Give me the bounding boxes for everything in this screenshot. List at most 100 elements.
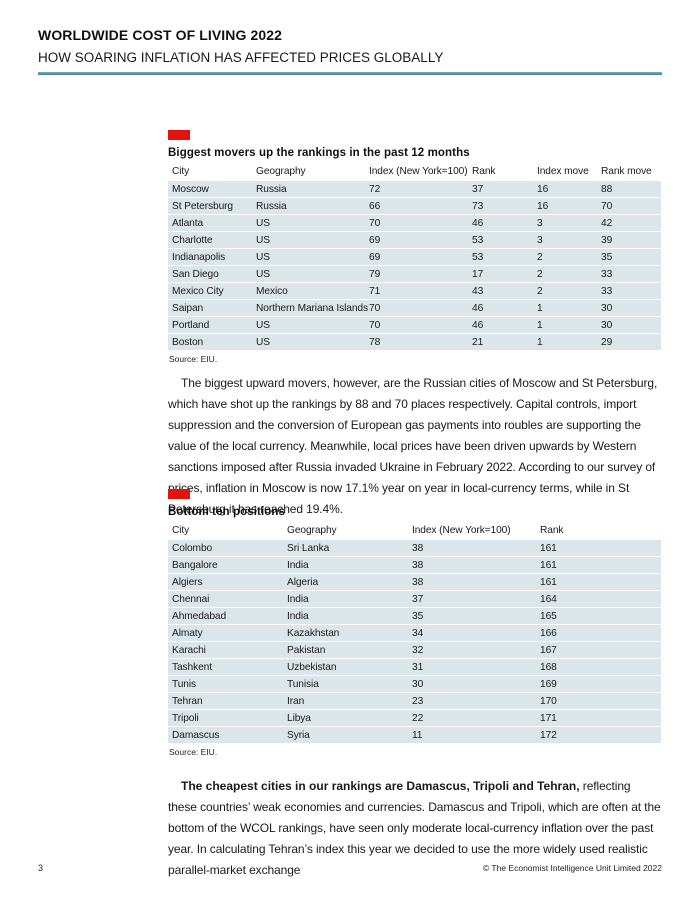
table-cell: Syria xyxy=(287,729,310,741)
table-row: Mexico City Mexico 71 43 2 33 xyxy=(168,283,661,299)
copyright-notice: © The Economist Intelligence Unit Limite… xyxy=(482,863,662,873)
table-cell: US xyxy=(256,251,270,263)
table-cell: 70 xyxy=(369,302,381,314)
table-cell: 72 xyxy=(369,183,381,195)
table-row: Karachi Pakistan 32 167 xyxy=(168,642,661,658)
table-cell: 161 xyxy=(540,542,557,554)
table-cell: 66 xyxy=(369,200,381,212)
document-header: WORLDWIDE COST OF LIVING 2022 HOW SOARIN… xyxy=(38,27,662,65)
table-cell: Ahmedabad xyxy=(172,610,227,622)
table-cell: Mexico xyxy=(256,285,288,297)
table-cell: 30 xyxy=(601,319,613,331)
paragraph-bold-lead: The cheapest cities in our rankings are … xyxy=(181,779,580,793)
table-cell: Tunis xyxy=(172,678,197,690)
table-cell: 171 xyxy=(540,712,557,724)
table-cell: Kazakhstan xyxy=(287,627,340,639)
table-cell: 69 xyxy=(369,234,381,246)
table-cell: 79 xyxy=(369,268,381,280)
table-cell: Libya xyxy=(287,712,311,724)
content-column: Biggest movers up the rankings in the pa… xyxy=(168,0,661,900)
body-paragraph-cheapest: The cheapest cities in our rankings are … xyxy=(168,776,661,881)
table-cell: 35 xyxy=(601,251,613,263)
header-rule xyxy=(38,72,662,75)
table-cell: Mexico City xyxy=(172,285,224,297)
table-cell: 22 xyxy=(412,712,424,724)
table-cell: India xyxy=(287,593,309,605)
table-cell: 38 xyxy=(412,576,424,588)
table-cell: 1 xyxy=(537,319,543,331)
table-cell: US xyxy=(256,234,270,246)
table-cell: Damascus xyxy=(172,729,220,741)
table-cell: 169 xyxy=(540,678,557,690)
table-row: Moscow Russia 72 37 16 88 xyxy=(168,181,661,197)
table-cell: 167 xyxy=(540,644,557,656)
table-cell: 21 xyxy=(472,336,484,348)
table-cell: 2 xyxy=(537,251,543,263)
table-cell: 42 xyxy=(601,217,613,229)
table-cell: 11 xyxy=(412,729,423,741)
table-cell: 69 xyxy=(369,251,381,263)
table-cell: 2 xyxy=(537,285,543,297)
table-cell: Chennai xyxy=(172,593,210,605)
table-cell: 32 xyxy=(412,644,424,656)
table-row: Portland US 70 46 1 30 xyxy=(168,317,661,333)
table-cell: Tashkent xyxy=(172,661,212,673)
table-cell: Portland xyxy=(172,319,210,331)
table-row: Ahmedabad India 35 165 xyxy=(168,608,661,624)
biggest-movers-table: City Geography Index (New York=100) Rank Ind… xyxy=(168,165,661,351)
table-row: Charlotte US 69 53 3 39 xyxy=(168,232,661,248)
table-row: Indianapolis US 69 53 2 35 xyxy=(168,249,661,265)
table-row: Tripoli Libya 22 171 xyxy=(168,710,661,726)
table-cell: 3 xyxy=(537,217,543,229)
bottom-ten-table: City Geography Index (New York=100) Rank Co… xyxy=(168,524,661,744)
table-cell: US xyxy=(256,217,270,229)
table-row: St Petersburg Russia 66 73 16 70 xyxy=(168,198,661,214)
table-cell: 161 xyxy=(540,576,557,588)
column-header: Rank xyxy=(540,525,564,536)
table-cell: 31 xyxy=(412,661,424,673)
table-cell: 16 xyxy=(537,183,549,195)
table-row: Tehran Iran 23 170 xyxy=(168,693,661,709)
table-cell: 70 xyxy=(601,200,613,212)
column-header: Rank xyxy=(472,166,496,177)
table-cell: 33 xyxy=(601,268,613,280)
table-cell: Iran xyxy=(287,695,305,707)
table-cell: 38 xyxy=(412,559,424,571)
column-header: Rank move xyxy=(601,166,652,177)
table-cell: Charlotte xyxy=(172,234,213,246)
table-cell: 38 xyxy=(412,542,424,554)
table-cell: 46 xyxy=(472,217,484,229)
table-cell: Bangalore xyxy=(172,559,218,571)
table-cell: 168 xyxy=(540,661,557,673)
table-row: Boston US 78 21 1 29 xyxy=(168,334,661,350)
table-cell: Uzbekistan xyxy=(287,661,337,673)
page-footer: 3 © The Economist Intelligence Unit Limi… xyxy=(38,863,662,873)
table-row: Tunis Tunisia 30 169 xyxy=(168,676,661,692)
table-cell: 53 xyxy=(472,234,484,246)
table-title: Bottom ten positions xyxy=(168,506,285,518)
table-cell: 30 xyxy=(412,678,424,690)
table-cell: Tehran xyxy=(172,695,203,707)
table-row: Colombo Sri Lanka 38 161 xyxy=(168,540,661,556)
table-row: San Diego US 79 17 2 33 xyxy=(168,266,661,282)
document-subtitle: HOW SOARING INFLATION HAS AFFECTED PRICE… xyxy=(38,50,444,65)
table-cell: 30 xyxy=(601,302,613,314)
table-cell: 88 xyxy=(601,183,613,195)
table-title: Biggest movers up the rankings in the pa… xyxy=(168,147,470,159)
table-cell: Tunisia xyxy=(287,678,319,690)
table-cell: 2 xyxy=(537,268,543,280)
table-cell: St Petersburg xyxy=(172,200,233,212)
table-cell: Colombo xyxy=(172,542,213,554)
table-cell: Algeria xyxy=(287,576,319,588)
table-cell: Indianapolis xyxy=(172,251,226,263)
table-cell: 70 xyxy=(369,319,381,331)
table-cell: Almaty xyxy=(172,627,203,639)
table-cell: 39 xyxy=(601,234,613,246)
table-header-row: City Geography Index (New York=100) Rank Ind… xyxy=(168,166,661,180)
table-cell: 37 xyxy=(472,183,484,195)
table-header-row: City Geography Index (New York=100) Rank xyxy=(168,525,661,539)
table-cell: 161 xyxy=(540,559,557,571)
table-cell: 78 xyxy=(369,336,381,348)
table-cell: 3 xyxy=(537,234,543,246)
